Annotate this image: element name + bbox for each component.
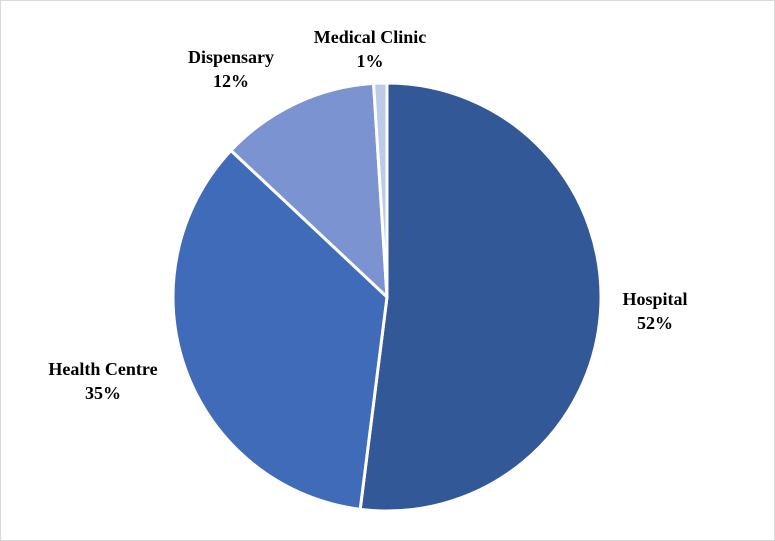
label-health-centre: Health Centre 35%	[23, 357, 183, 405]
label-dispensary-value: 12%	[213, 71, 249, 91]
label-medical-clinic-value: 1%	[356, 51, 384, 71]
label-hospital: Hospital 52%	[595, 287, 715, 335]
label-medical-clinic: Medical Clinic 1%	[290, 25, 450, 73]
label-dispensary: Dispensary 12%	[171, 45, 291, 93]
label-hospital-value: 52%	[637, 313, 673, 333]
pie-slice-hospital	[358, 81, 603, 513]
pie-slice-medical-clinic	[372, 81, 389, 299]
label-hospital-name: Hospital	[622, 289, 688, 309]
pie-slice-health-centre	[171, 149, 389, 511]
label-dispensary-name: Dispensary	[187, 47, 274, 67]
label-health-centre-value: 35%	[85, 383, 121, 403]
pie-slice-dispensary	[229, 81, 389, 299]
label-health-centre-name: Health Centre	[48, 359, 158, 379]
label-medical-clinic-name: Medical Clinic	[313, 27, 427, 47]
